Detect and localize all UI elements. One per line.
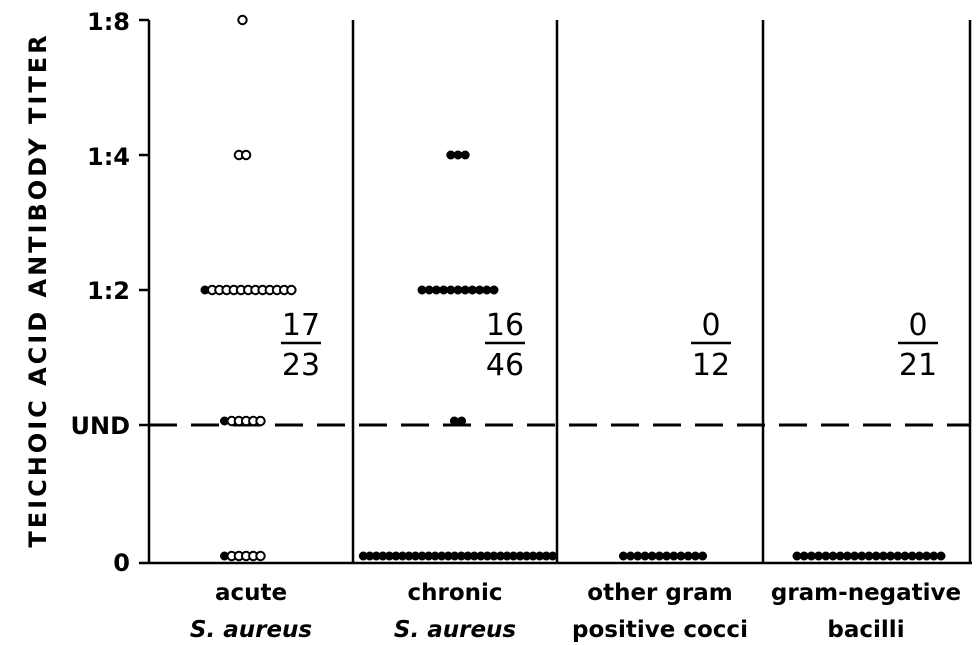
- data-point-gram-negative-bacilli-0-filled: [936, 551, 946, 561]
- data-point-acute-s-aureus-1-8-open: [237, 14, 248, 26]
- fraction-numerator-chronic-s-aureus: 16: [486, 308, 524, 343]
- y-tick-label-1-2: 1:2: [87, 277, 130, 305]
- category-label-line2-acute-s-aureus: S. aureus: [190, 617, 312, 643]
- y-tick-label-und: UND: [71, 412, 131, 440]
- fraction-denominator-other-gram-positive-cocci: 12: [692, 348, 730, 383]
- category-label-line2-other-gram-positive-cocci: positive cocci: [572, 617, 748, 643]
- category-label-line1-acute-s-aureus: acute: [215, 580, 287, 606]
- category-labels: acute S. aureus chronic S. aureus other gram…: [190, 580, 961, 643]
- y-tick-label-1-4: 1:4: [87, 143, 130, 171]
- category-label-line1-chronic-s-aureus: chronic: [407, 580, 502, 606]
- data-points: [200, 14, 946, 562]
- fraction-denominator-chronic-s-aureus: 46: [486, 348, 524, 383]
- data-point-acute-s-aureus-1-4-open: [240, 149, 252, 161]
- fraction-numerator-other-gram-positive-cocci: 0: [701, 308, 720, 343]
- y-tick-label-1-8: 1:8: [87, 8, 130, 36]
- category-label-line1-gram-negative-bacilli: gram-negative: [771, 580, 961, 606]
- category-label-line1-other-gram-positive-cocci: other gram: [587, 580, 732, 606]
- fractions: 17 23 16 46 0 12 0 21: [281, 308, 938, 383]
- category-label-line2-chronic-s-aureus: S. aureus: [394, 617, 516, 643]
- category-label-line2-gram-negative-bacilli: bacilli: [827, 617, 904, 643]
- data-point-chronic-s-aureus-1-4-filled: [460, 150, 470, 160]
- fraction-numerator-gram-negative-bacilli: 0: [908, 308, 927, 343]
- data-point-chronic-s-aureus-1-2-filled: [489, 285, 499, 295]
- data-point-acute-s-aureus-und-open: [255, 415, 266, 427]
- fraction-numerator-acute-s-aureus: 17: [282, 308, 320, 343]
- y-tick-label-0: 0: [113, 549, 130, 577]
- data-point-other-gram-positive-cocci-0-filled: [698, 551, 708, 561]
- fraction-denominator-gram-negative-bacilli: 21: [899, 348, 937, 383]
- data-point-acute-s-aureus-0-open: [255, 550, 266, 562]
- data-point-chronic-s-aureus-0-filled: [548, 551, 558, 561]
- data-point-acute-s-aureus-1-2-open: [286, 284, 297, 296]
- y-axis-label: TEICHOIC ACID ANTIBODY TITER: [24, 32, 52, 547]
- fraction-denominator-acute-s-aureus: 23: [282, 348, 320, 383]
- data-point-chronic-s-aureus-und-filled: [457, 416, 467, 426]
